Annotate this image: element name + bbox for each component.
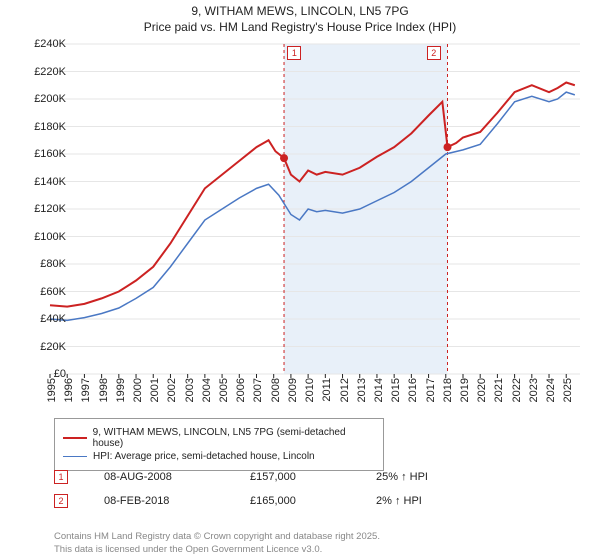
x-tick-label: 2000 [132,378,144,402]
sale-date: 08-FEB-2018 [104,495,214,507]
legend-label: 9, WITHAM MEWS, LINCOLN, LN5 7PG (semi-d… [93,427,375,449]
x-tick-label: 1997 [80,378,92,402]
y-tick-label: £200K [18,93,66,105]
sale-marker-box: 2 [54,494,68,508]
y-tick-label: £0 [18,368,66,380]
plot-svg [50,44,580,374]
sale-row: 1 08-AUG-2008 £157,000 25% ↑ HPI [54,470,574,484]
x-tick-label: 2018 [442,378,454,402]
x-tick-label: 2017 [425,378,437,402]
x-tick-label: 2008 [270,378,282,402]
x-tick-label: 2001 [149,378,161,402]
x-tick-label: 2019 [459,378,471,402]
x-tick-label: 2011 [321,378,333,402]
sale-marker-box: 1 [54,470,68,484]
footer-line-1: Contains HM Land Registry data © Crown c… [54,531,584,543]
title-line-1: 9, WITHAM MEWS, LINCOLN, LN5 7PG [0,4,600,20]
y-tick-label: £120K [18,203,66,215]
titles-block: 9, WITHAM MEWS, LINCOLN, LN5 7PG Price p… [0,0,600,35]
sale-delta: 25% ↑ HPI [376,471,428,483]
x-tick-label: 2025 [562,378,574,402]
x-tick-label: 2014 [373,378,385,402]
legend-swatch [63,456,87,457]
x-tick-label: 2022 [511,378,523,402]
y-tick-label: £60K [18,286,66,298]
x-tick-label: 2007 [252,378,264,402]
chart-marker-label: 1 [287,46,301,60]
legend-swatch [63,437,87,439]
footer-line-2: This data is licensed under the Open Gov… [54,544,584,556]
sale-price: £165,000 [250,495,340,507]
y-tick-label: £140K [18,176,66,188]
x-tick-label: 2024 [545,378,557,402]
x-tick-label: 1999 [115,378,127,402]
sale-delta: 2% ↑ HPI [376,495,422,507]
y-tick-label: £80K [18,258,66,270]
y-tick-label: £40K [18,313,66,325]
chart-marker-label: 2 [427,46,441,60]
y-tick-label: £160K [18,148,66,160]
x-tick-label: 1996 [63,378,75,402]
legend-box: 9, WITHAM MEWS, LINCOLN, LN5 7PG (semi-d… [54,418,384,471]
x-tick-label: 2010 [304,378,316,402]
y-tick-label: £100K [18,231,66,243]
y-tick-label: £220K [18,66,66,78]
title-line-2: Price paid vs. HM Land Registry's House … [0,20,600,36]
x-tick-label: 2005 [218,378,230,402]
legend-entry: HPI: Average price, semi-detached house,… [63,451,375,462]
footer-attribution: Contains HM Land Registry data © Crown c… [54,531,584,556]
sale-date: 08-AUG-2008 [104,471,214,483]
x-tick-label: 1998 [98,378,110,402]
x-tick-label: 2003 [184,378,196,402]
x-tick-label: 2009 [287,378,299,402]
x-tick-label: 2013 [356,378,368,402]
x-tick-label: 2006 [235,378,247,402]
x-tick-label: 2023 [528,378,540,402]
chart-container: 9, WITHAM MEWS, LINCOLN, LN5 7PG Price p… [0,0,600,560]
x-tick-label: 2015 [390,378,402,402]
x-tick-label: 2004 [201,378,213,402]
legend-entry: 9, WITHAM MEWS, LINCOLN, LN5 7PG (semi-d… [63,427,375,449]
x-tick-label: 2016 [407,378,419,402]
x-tick-label: 2002 [166,378,178,402]
sale-price: £157,000 [250,471,340,483]
sale-row: 2 08-FEB-2018 £165,000 2% ↑ HPI [54,494,574,508]
y-tick-label: £240K [18,38,66,50]
x-tick-label: 1995 [46,378,58,402]
plot-area [50,44,580,374]
x-tick-label: 2021 [493,378,505,402]
x-tick-label: 2012 [339,378,351,402]
x-tick-label: 2020 [476,378,488,402]
y-tick-label: £20K [18,341,66,353]
y-tick-label: £180K [18,121,66,133]
legend-label: HPI: Average price, semi-detached house,… [93,451,315,462]
